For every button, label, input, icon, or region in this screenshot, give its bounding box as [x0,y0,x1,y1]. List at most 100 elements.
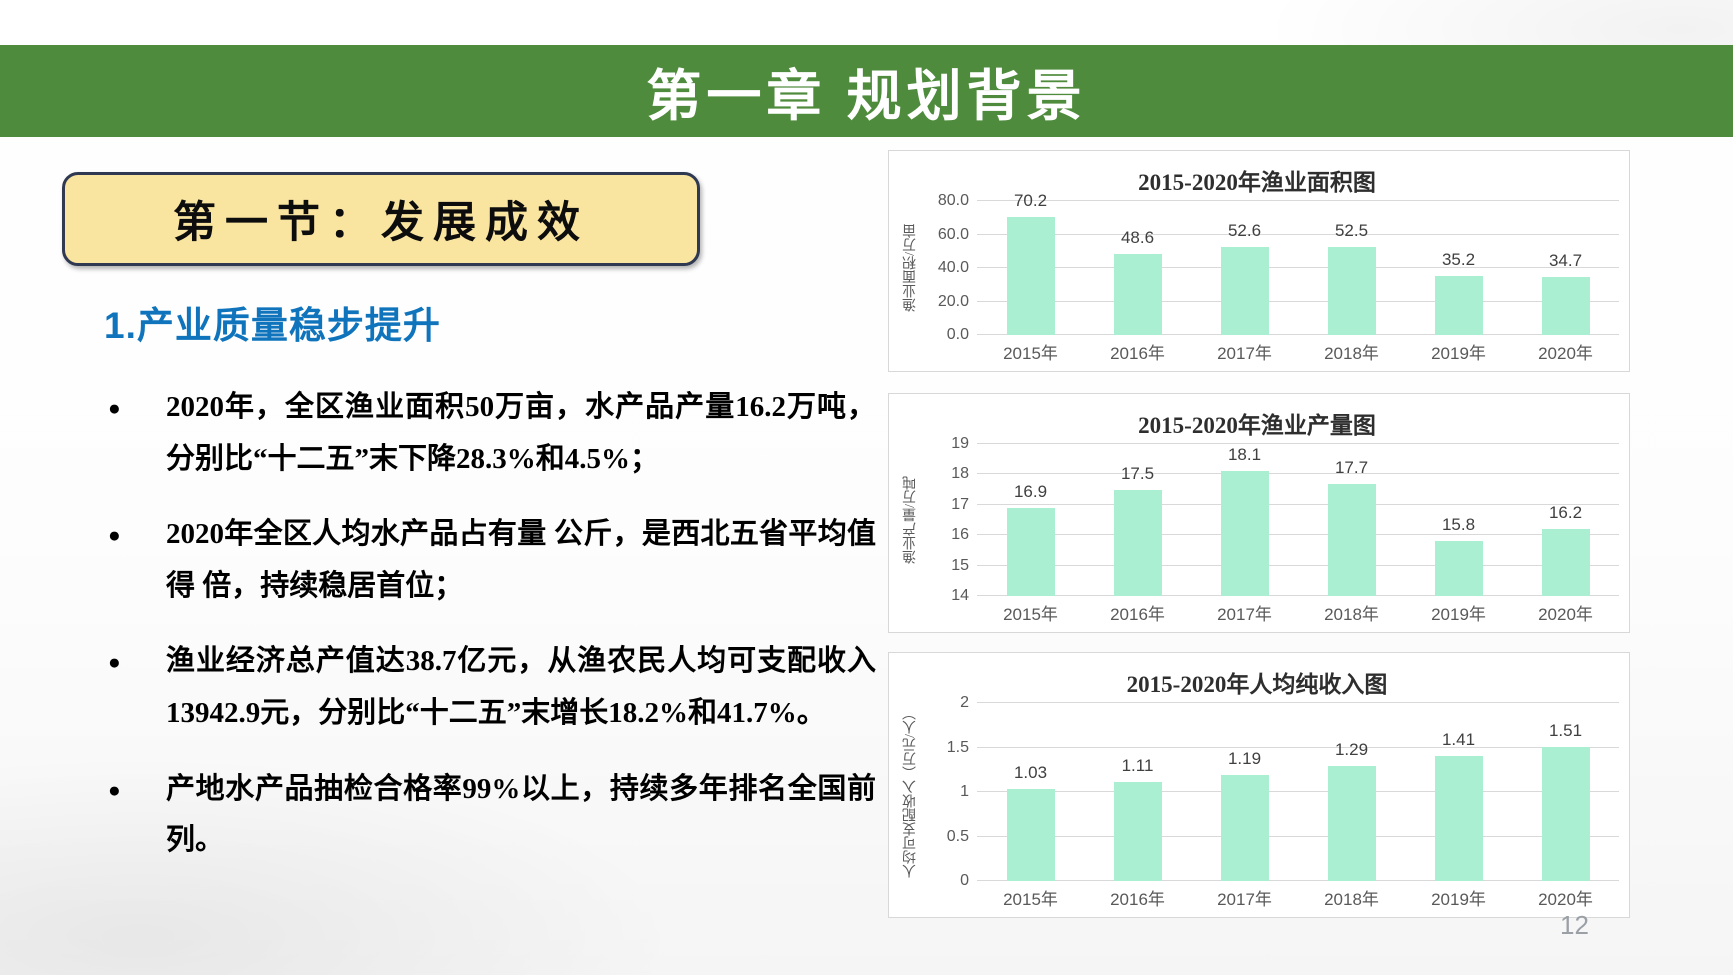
bar-value-label: 34.7 [1548,250,1583,270]
bar-value-label: 1.11 [1121,756,1154,776]
y-tick-label: 15 [951,556,969,574]
x-axis: 2015年 2016年 2017年 2018年 2019年 2020年 [977,596,1619,628]
bar-value-label: 48.6 [1120,227,1155,247]
x-tick-label: 2017年 [1217,889,1272,909]
chapter-banner: 第一章 规划背景 [0,45,1733,137]
gridline [977,473,1619,475]
bar-2018年 [1327,247,1376,335]
bar-2015年 [1006,217,1055,335]
bar-2018年 [1327,766,1376,881]
bar-value-label: 15.8 [1441,515,1476,535]
y-axis-label-column: 渔业产量/万吨 [895,444,925,596]
bar-2020年 [1541,529,1590,596]
y-tick-label: 19 [951,435,969,452]
bar-value-label: 52.6 [1227,220,1262,240]
gridline [977,791,1619,792]
gridline [977,564,1619,566]
y-tick-label: 0.0 [946,326,969,343]
y-tick-label: 18 [951,465,969,483]
x-tick-label: 2016年 [1110,604,1165,624]
bullet-text: 2020年全区人均水产品占有量 公斤，是西北五省平均值得 倍，持续稳居首位； [166,518,876,602]
y-tick-label: 2 [960,694,969,711]
y-axis-label: 渔业产量/万吨 [902,476,918,564]
x-tick-label: 2015年 [1003,889,1058,909]
y-tick-label: 1.5 [946,738,969,756]
chart-plot-area: 渔业面积/万亩 0.0 20.0 40.0 60.0 80.0 70.2 48.6 52.6… [895,191,1619,343]
gridline [977,443,1619,444]
bar-2016年 [1113,489,1162,596]
y-tick-label: 40.0 [937,259,969,276]
x-tick-label: 2017年 [1217,343,1272,363]
chart-fishery-area: 2015-2020年渔业面积图 渔业面积/万亩 0.0 20.0 40.0 60.0 8… [888,150,1630,372]
x-tick-label: 2020年 [1538,889,1593,909]
gridline [977,233,1619,235]
bar-value-label: 18.1 [1227,445,1262,465]
x-tick-label: 2018年 [1324,604,1379,624]
bullet-icon: ● [108,650,121,675]
x-axis: 2015年 2016年 2017年 2018年 2019年 2020年 [977,335,1619,367]
gridline [977,267,1619,268]
bar-2020年 [1541,276,1590,335]
x-tick-label: 2019年 [1431,343,1486,363]
bar-2019年 [1434,276,1483,335]
x-tick-label: 2015年 [1003,604,1058,624]
bar-value-label: 1.19 [1227,749,1262,769]
x-tick-label: 2020年 [1538,343,1593,363]
x-tick-label: 2017年 [1217,604,1272,624]
bar-value-label: 16.2 [1548,503,1583,523]
y-tick-label: 0.5 [946,827,969,845]
chapter-title: 第一章 规划背景 [646,65,1087,127]
chart-title: 2015-2020年渔业产量图 [1138,413,1376,438]
bullet-text: 产地水产品抽检合格率99%以上，持续多年排名全国前列。 [166,772,876,857]
bar-2018年 [1327,483,1376,596]
y-axis-label-column: 渔业面积/万亩 [895,201,925,335]
plot: 1.03 1.11 1.19 1.29 1.41 1.51 [977,702,1619,881]
bullet-icon: ● [108,396,121,420]
chart-plot-area: 渔业产量/万吨 14 15 16 17 18 19 16.9 17.5 18.1 17.7 15.… [895,435,1619,604]
subsection-heading: 1.产业质量稳步提升 [104,305,441,346]
gridline [977,702,1619,703]
bar-value-label: 1.51 [1548,720,1583,740]
x-tick-label: 2016年 [1110,889,1165,909]
section-label: 第一节：发展成效 [173,200,589,247]
gridline [977,334,1619,335]
list-item: ● 2020年全区人均水产品占有量 公斤，是西北五省平均值得 倍，持续稳居首位； [108,509,876,612]
chart-per-capita-income: 2015-2020年人均纯收入图 人均可支配收入（万元/人） 0 0.5 1 1.5 2… [888,652,1630,918]
chart-title: 2015-2020年人均纯收入图 [1126,672,1388,697]
section-box: 第一节：发展成效 [62,172,700,266]
bullet-text: 渔业经济总产值达38.7亿元，从渔农民人均可支配收入13942.9元，分别比“十… [166,645,876,730]
bullet-list: ● 2020年，全区渔业面积50万亩，水产品产量16.2万吨，分别比“十二五”末… [108,382,876,891]
y-tick-label: 0 [960,872,969,889]
y-axis: 0 0.5 1 1.5 2 [925,694,977,889]
y-axis-label: 渔业面积/万亩 [902,224,918,312]
y-axis: 0.0 20.0 40.0 60.0 80.0 [925,192,977,343]
y-axis-label: 人均可支配收入（万元/人） [902,706,918,878]
bar-2016年 [1113,253,1162,335]
x-tick-label: 2020年 [1538,604,1593,624]
gridline [977,835,1619,837]
bar-2020年 [1541,746,1590,881]
x-tick-label: 2019年 [1431,889,1486,909]
bullet-icon: ● [108,523,121,548]
bar-2019年 [1434,755,1483,881]
gridline [977,595,1619,596]
bar-value-label: 17.7 [1334,457,1369,477]
gridline [977,300,1619,302]
bar-value-label: 35.2 [1441,250,1476,270]
bar-2016年 [1113,782,1162,881]
bar-value-label: 70.2 [1013,191,1048,211]
y-tick-label: 14 [951,587,969,604]
x-tick-label: 2019年 [1431,604,1486,624]
plot: 70.2 48.6 52.6 52.5 35.2 34.7 [977,191,1619,335]
bar-2017年 [1220,246,1269,335]
x-tick-label: 2018年 [1324,343,1379,363]
bar-2017年 [1220,471,1269,596]
bar-value-label: 1.29 [1334,740,1369,760]
x-axis: 2015年 2016年 2017年 2018年 2019年 2020年 [977,881,1619,913]
plot: 16.9 17.5 18.1 17.7 15.8 16.2 [977,443,1619,596]
chart-title: 2015-2020年渔业面积图 [1138,170,1376,195]
bar-value-label: 1.41 [1441,729,1476,749]
bar-2017年 [1220,775,1269,881]
bar-value-label: 52.5 [1334,221,1369,241]
y-tick-label: 60.0 [937,225,969,243]
